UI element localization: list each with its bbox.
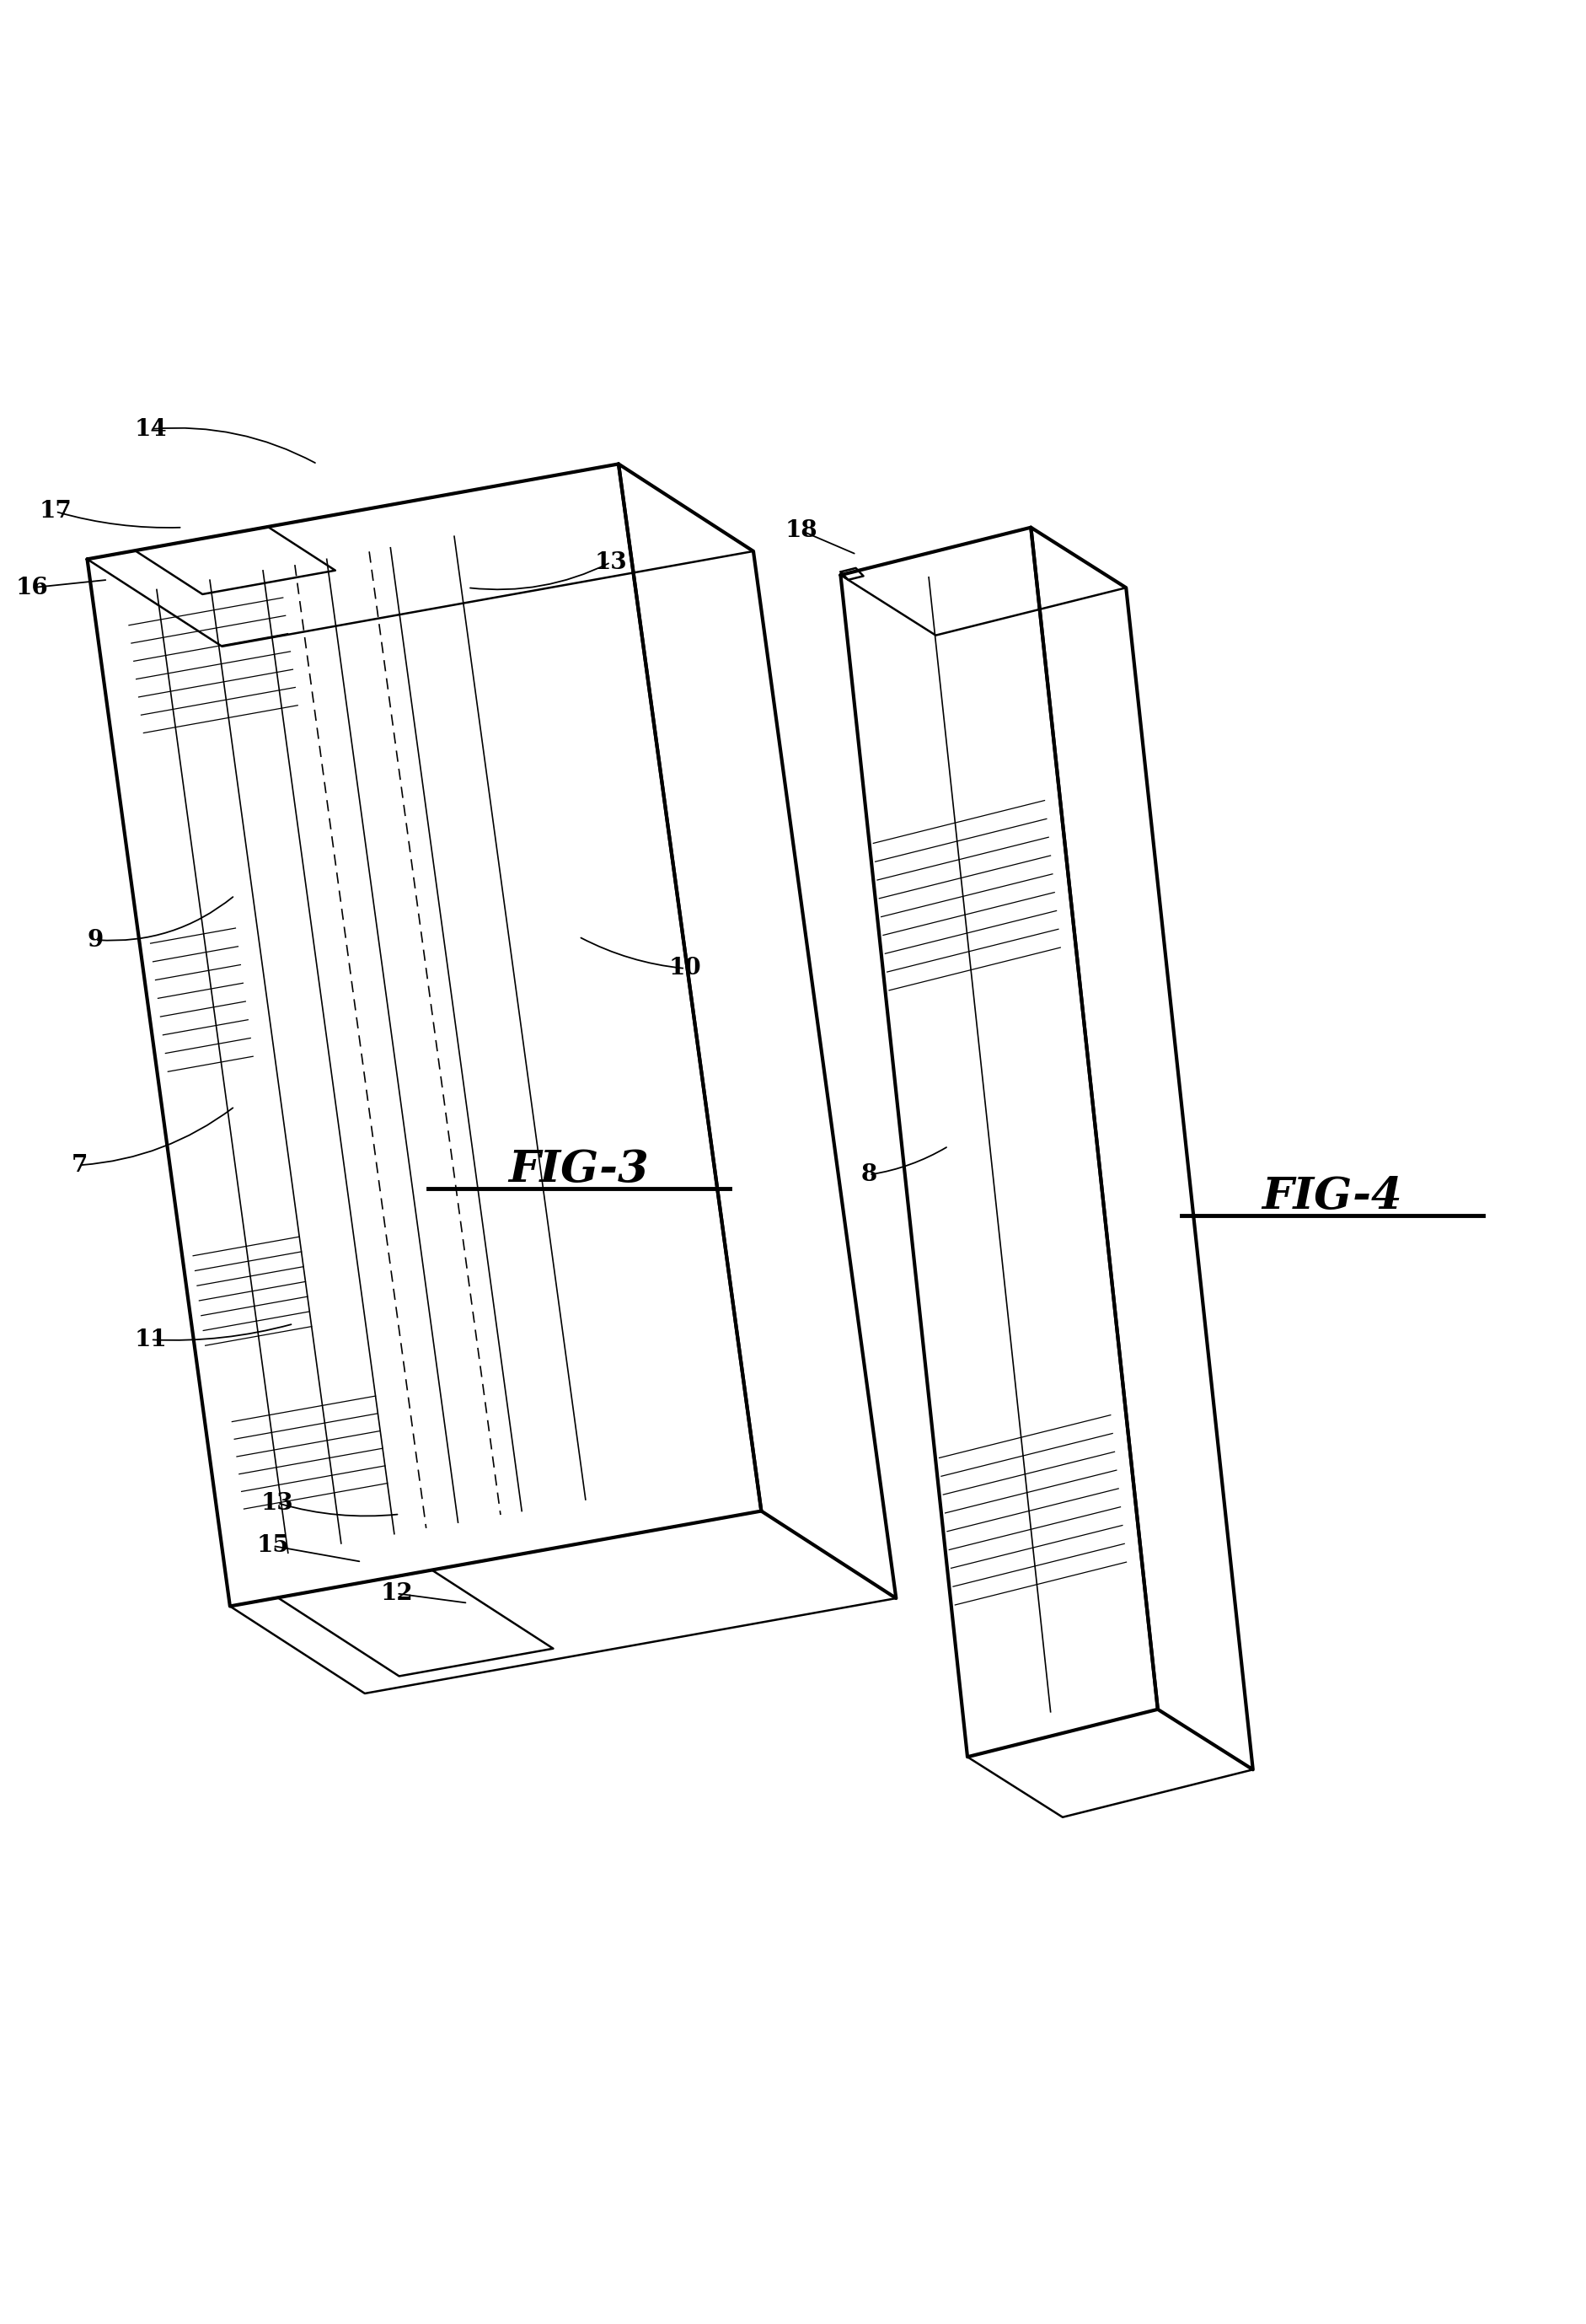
Text: 17: 17 <box>40 500 71 523</box>
Text: 13: 13 <box>595 551 626 574</box>
Text: 16: 16 <box>16 576 48 600</box>
Text: 7: 7 <box>71 1153 87 1176</box>
Text: 15: 15 <box>257 1534 289 1557</box>
Text: 13: 13 <box>262 1492 293 1515</box>
Text: 18: 18 <box>785 518 817 541</box>
Text: 8: 8 <box>861 1164 877 1185</box>
Text: FIG-4: FIG-4 <box>1262 1176 1402 1218</box>
Text: 12: 12 <box>381 1583 412 1606</box>
Text: FIG-3: FIG-3 <box>509 1148 649 1192</box>
Text: 10: 10 <box>669 957 701 981</box>
Text: 9: 9 <box>87 930 103 951</box>
Text: 14: 14 <box>135 418 167 442</box>
Text: 11: 11 <box>135 1329 167 1350</box>
